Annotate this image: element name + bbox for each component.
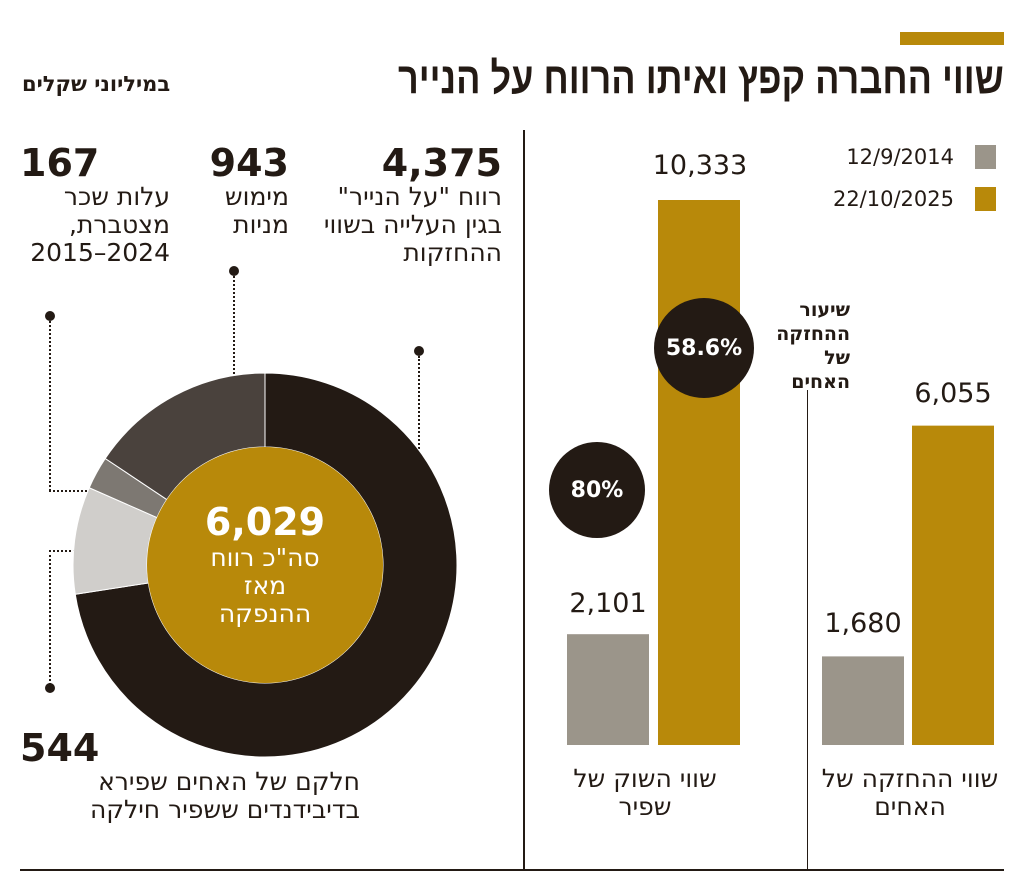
- donut-total: 6,029: [204, 500, 326, 544]
- bar-0-1: [658, 200, 740, 745]
- leader-dot: [45, 683, 55, 693]
- leader-dot: [45, 311, 55, 321]
- slice-value-544: 544: [20, 726, 100, 770]
- donut-center-label: סה"כ רווח מאז ההנפקה: [210, 543, 320, 628]
- divider: [523, 130, 525, 870]
- leader-line: [49, 550, 51, 685]
- bar-1-1: [912, 425, 994, 745]
- slice-label-943: מימוש מניות: [224, 182, 289, 239]
- leader-line: [233, 276, 235, 426]
- legend-label-2025: 22/10/2025: [832, 187, 954, 211]
- leader-dot: [229, 266, 239, 276]
- legend-label-2014: 12/9/2014: [846, 145, 954, 169]
- leader-line: [49, 321, 51, 491]
- unit-subtitle: במיליוני שקלים: [22, 72, 171, 96]
- leader-dot: [414, 346, 424, 356]
- leader-line: [418, 356, 420, 456]
- category-label: שווי ההחזקה של האחים: [821, 764, 999, 821]
- bar-label: 6,055: [914, 378, 992, 409]
- donut-center: 6,029 סה"כ רווח מאז ההנפקה: [165, 500, 365, 628]
- leader-line: [49, 490, 111, 492]
- bottom-rule: [20, 869, 1004, 871]
- divider: [807, 390, 808, 870]
- rate-bubble-2014: 80%: [549, 442, 645, 538]
- bar-label: 10,333: [652, 150, 748, 181]
- slice-value-167: 167: [20, 141, 100, 185]
- slice-value-943: 943: [209, 141, 289, 185]
- holding-rate-label: שיעור ההחזקה של האחים: [776, 299, 850, 393]
- legend-swatch-2014: [975, 145, 996, 169]
- bar-label: 1,680: [824, 608, 902, 639]
- donut-center-disc: [147, 447, 383, 683]
- bar-label: 2,101: [569, 588, 647, 619]
- rate-bubble-2025: 58.6%: [654, 298, 754, 398]
- slice-label-544: חלקם של האחים שפירא בדיבידנדים ששפיר חיל…: [89, 767, 360, 824]
- bar-1-0: [822, 656, 904, 745]
- slice-label-167: עלות שכר מצטברת, 2024–2015: [30, 182, 170, 267]
- legend-swatch-2025: [975, 187, 996, 211]
- page-title: שווי החברה קפץ ואיתו הרווח על הנייר: [398, 54, 1004, 103]
- slice-label-4375: רווח "על הנייר" בגין העלייה בשווי ההחזקו…: [323, 182, 502, 267]
- slice-value-4375: 4,375: [381, 141, 502, 185]
- donut-slice-3: [104, 372, 266, 501]
- category-label: שווי השוק של שפיר: [573, 764, 717, 821]
- accent-bar: [900, 32, 1004, 45]
- bar-0-0: [567, 634, 649, 745]
